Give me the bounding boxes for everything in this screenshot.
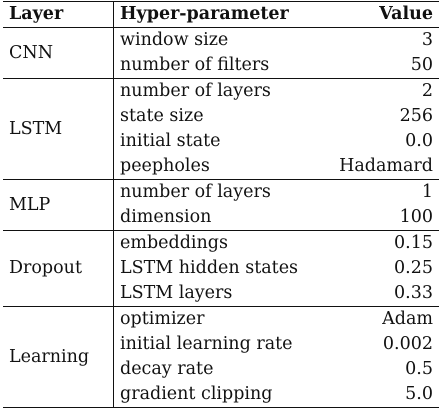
table-row: CNN window size 3 <box>3 27 439 79</box>
header-layer: Layer <box>3 1 114 28</box>
hyper-parameter-cell: window size <box>113 27 323 53</box>
value-cell: 2 <box>322 78 439 104</box>
hyper-parameter-cell: decay rate <box>120 359 214 379</box>
table-row: LSTM number of layers 2 <box>3 78 439 180</box>
value-cell: 3 <box>322 27 439 53</box>
hyper-parameter-cell: peepholes <box>120 156 210 176</box>
hyper-parameter-cell: LSTM layers <box>120 283 233 303</box>
value-cell: 0.15 <box>322 230 439 256</box>
table-row: Learning optimizer Adam <box>3 306 439 408</box>
hyper-parameter-cell: gradient clipping <box>113 382 323 408</box>
table-row: initial learning rate 0.002 <box>3 332 439 357</box>
table-row: peepholes Hadamard <box>3 154 439 180</box>
value-cell: 256 <box>399 106 433 126</box>
table-row: LSTM layers 0.33 <box>3 281 439 307</box>
table-row: MLP number of layers 1 <box>3 179 439 231</box>
hyper-parameter-cell: embeddings <box>113 230 323 256</box>
value-cell: 0.002 <box>382 334 433 354</box>
hyper-parameter-cell: dimension <box>120 207 212 227</box>
header-row: Layer Hyper-parameter Value <box>3 1 439 28</box>
layer-cell: Learning <box>3 306 114 408</box>
header-value: Value <box>322 1 439 28</box>
table-header: Layer Hyper-parameter Value <box>3 1 439 28</box>
hyper-parameter-cell: optimizer <box>113 306 323 332</box>
hyper-parameter-cell: initial state <box>120 131 221 151</box>
hyper-parameter-cell: number of layers <box>113 78 323 104</box>
header-hyper-parameter: Hyper-parameter <box>113 1 323 28</box>
layer-cell: Dropout <box>3 230 114 307</box>
table-row: Dropout embeddings 0.15 <box>3 230 439 307</box>
value-cell: Adam <box>322 306 439 332</box>
layer-cell: MLP <box>3 179 114 231</box>
table-row: number of filters 50 <box>3 53 439 79</box>
value-cell: 0.25 <box>394 258 433 278</box>
value-cell: 5.0 <box>322 382 439 408</box>
value-cell: 1 <box>322 179 439 205</box>
value-cell: 100 <box>399 207 433 227</box>
layer-cell: CNN <box>3 27 114 79</box>
hyper-parameter-cell: initial learning rate <box>120 334 293 354</box>
table-row: initial state 0.0 <box>3 129 439 154</box>
value-cell: 50 <box>410 55 433 75</box>
value-cell: 0.0 <box>405 131 433 151</box>
table-body: CNN window size 3 number of filters 50 LSTM nu… <box>3 27 439 408</box>
table-row: state size 256 <box>3 104 439 129</box>
table-row: LSTM hidden states 0.25 <box>3 256 439 281</box>
layer-cell: LSTM <box>3 78 114 180</box>
value-cell: 0.5 <box>405 359 433 379</box>
table-row: decay rate 0.5 <box>3 357 439 382</box>
table-row: dimension 100 <box>3 205 439 231</box>
value-cell: 0.33 <box>394 283 433 303</box>
value-cell: Hadamard <box>339 156 433 176</box>
hyper-parameter-cell: number of filters <box>120 55 270 75</box>
table-row: gradient clipping 5.0 <box>3 382 439 408</box>
hyperparameter-table: Layer Hyper-parameter Value CNN window si… <box>3 1 439 408</box>
hyper-parameter-cell: LSTM hidden states <box>120 258 299 278</box>
hyper-parameter-cell: state size <box>120 106 204 126</box>
hyper-parameter-cell: number of layers <box>113 179 323 205</box>
